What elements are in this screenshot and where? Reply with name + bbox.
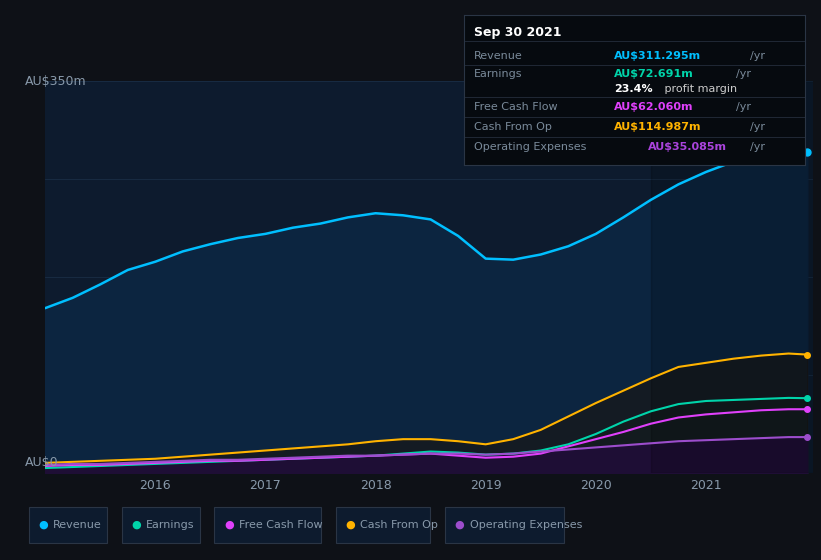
Text: AU$35.085m: AU$35.085m [648,142,727,152]
Text: AU$311.295m: AU$311.295m [614,50,701,60]
Text: Earnings: Earnings [146,520,195,530]
Text: Revenue: Revenue [474,50,523,60]
Text: Cash From Op: Cash From Op [360,520,438,530]
Text: /yr: /yr [750,122,765,132]
Text: Cash From Op: Cash From Op [474,122,552,132]
Text: AU$350m: AU$350m [25,74,86,88]
Text: /yr: /yr [750,142,765,152]
Text: Earnings: Earnings [474,69,523,78]
Bar [651,81,819,473]
Text: AU$0: AU$0 [25,455,58,469]
Text: ●: ● [131,520,141,530]
Text: Operating Expenses: Operating Expenses [474,142,586,152]
Text: ●: ● [346,520,355,530]
Text: AU$62.060m: AU$62.060m [614,102,693,113]
Text: AU$114.987m: AU$114.987m [614,122,701,132]
Text: Sep 30 2021: Sep 30 2021 [474,26,562,39]
Text: ●: ● [39,520,48,530]
Text: /yr: /yr [736,69,751,78]
Text: Free Cash Flow: Free Cash Flow [474,102,557,113]
Text: ●: ● [455,520,465,530]
Text: /yr: /yr [750,50,765,60]
Text: Revenue: Revenue [53,520,102,530]
Text: ●: ● [224,520,234,530]
Text: Free Cash Flow: Free Cash Flow [239,520,323,530]
Text: AU$72.691m: AU$72.691m [614,69,694,78]
Text: profit margin: profit margin [662,83,737,94]
Text: 23.4%: 23.4% [614,83,653,94]
Text: /yr: /yr [736,102,751,113]
Text: Operating Expenses: Operating Expenses [470,520,582,530]
